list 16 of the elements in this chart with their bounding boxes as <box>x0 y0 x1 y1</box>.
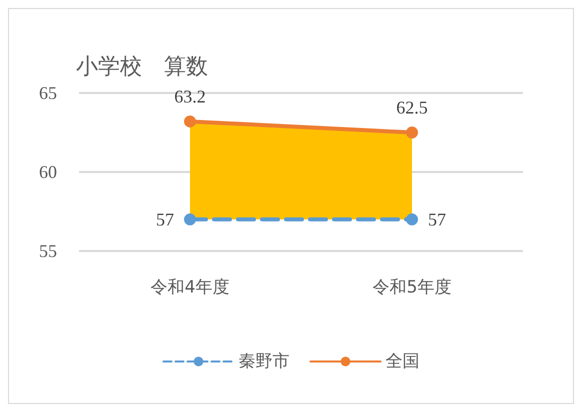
point <box>184 213 196 226</box>
chart-title: 小学校 算数 <box>76 54 208 80</box>
x-tick-label: 令和5年度 <box>372 278 452 298</box>
point <box>406 126 418 138</box>
y-tick-label: 55 <box>39 241 57 261</box>
data-label: 63.2 <box>174 86 206 106</box>
data-label: 57 <box>156 209 174 230</box>
x-tick-label: 令和4年度 <box>150 278 230 298</box>
data-label: 57 <box>428 209 446 230</box>
data-label: 62.5 <box>396 98 428 118</box>
point <box>184 115 196 128</box>
legend-label: 全国 <box>386 352 420 372</box>
y-tick-label: 60 <box>39 162 57 182</box>
legend-label: 秦野市 <box>238 352 290 372</box>
y-tick-label: 65 <box>39 83 57 103</box>
point <box>406 213 418 226</box>
